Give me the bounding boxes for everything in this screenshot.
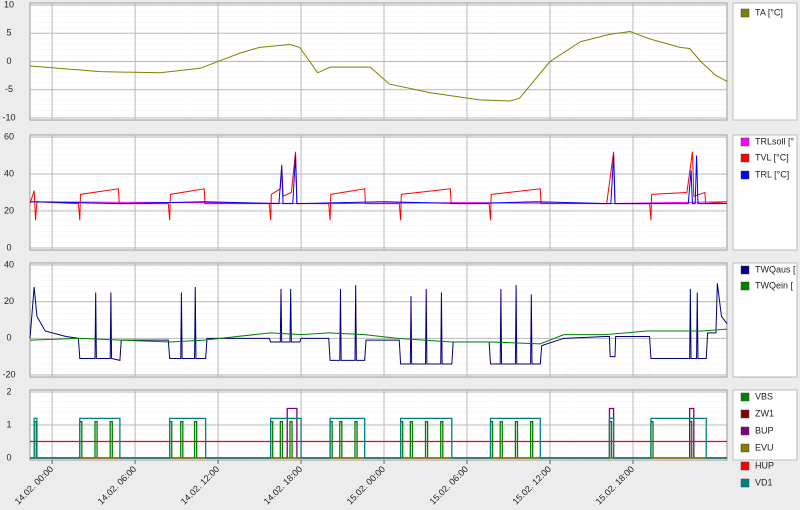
legend-label: TRLsoll [° bbox=[755, 136, 795, 146]
legend-swatch bbox=[740, 137, 750, 147]
x-tick-label: 14.02. 06:00 bbox=[96, 464, 138, 506]
minor-grid bbox=[30, 135, 727, 250]
y-tick-label: 20 bbox=[4, 205, 14, 215]
y-tick-label: 2 bbox=[6, 386, 11, 396]
legend-swatch bbox=[740, 265, 750, 275]
legend-label: TWQaus [ bbox=[755, 264, 796, 274]
series-line bbox=[29, 31, 728, 102]
legend-label: TVL [°C] bbox=[755, 152, 789, 162]
y-tick-label: 0 bbox=[6, 56, 11, 66]
series-line bbox=[29, 283, 728, 365]
legend-label: TRL [°C] bbox=[755, 169, 789, 179]
legend-swatch bbox=[740, 443, 750, 453]
y-tick-label: 1 bbox=[6, 419, 11, 429]
y-tick-label: -10 bbox=[2, 112, 15, 122]
legend-label: TWQein [ bbox=[755, 280, 794, 290]
x-tick-label: 15.02. 18:00 bbox=[594, 464, 636, 506]
legend-label: TA [°C] bbox=[755, 7, 783, 17]
legend-swatch bbox=[740, 409, 750, 419]
legend-label: BUP bbox=[755, 425, 774, 435]
x-tick-label: 15.02. 06:00 bbox=[428, 464, 470, 506]
y-tick-label: 40 bbox=[4, 168, 14, 178]
legend-label: VD1 bbox=[755, 477, 773, 487]
legend-swatch bbox=[740, 461, 750, 471]
series-line bbox=[30, 407, 727, 459]
y-tick-label: 40 bbox=[4, 259, 14, 269]
y-tick-label: -20 bbox=[2, 369, 15, 379]
x-tick-label: 14.02. 18:00 bbox=[262, 464, 304, 506]
legend-label: EVU bbox=[755, 442, 774, 452]
y-tick-label: 60 bbox=[4, 131, 14, 141]
x-tick-label: 14.02. 00:00 bbox=[13, 464, 55, 506]
y-tick-label: 10 bbox=[4, 0, 14, 9]
x-tick-label: 14.02. 12:00 bbox=[179, 464, 221, 506]
y-tick-label: 5 bbox=[6, 28, 11, 38]
y-tick-label: 20 bbox=[4, 296, 14, 306]
legend-label: VBS bbox=[755, 391, 773, 401]
series-line bbox=[30, 417, 727, 459]
y-tick-label: -5 bbox=[5, 84, 13, 94]
x-tick-label: 15.02. 00:00 bbox=[345, 464, 387, 506]
legend-swatch bbox=[740, 8, 750, 18]
legend-swatch bbox=[740, 392, 750, 402]
x-tick-label: 15.02. 12:00 bbox=[511, 464, 553, 506]
legend-swatch bbox=[740, 478, 750, 488]
legend-label: ZW1 bbox=[755, 408, 774, 418]
y-tick-label: 0 bbox=[6, 242, 11, 252]
legend-swatch bbox=[740, 153, 750, 163]
legend-area bbox=[732, 2, 798, 121]
legend-swatch bbox=[740, 170, 750, 180]
y-tick-label: 0 bbox=[6, 452, 11, 462]
legend-swatch bbox=[740, 281, 750, 291]
y-tick-label: 0 bbox=[6, 333, 11, 343]
minor-grid bbox=[30, 263, 727, 377]
legend-label: HUP bbox=[755, 460, 774, 470]
series-line bbox=[29, 155, 727, 205]
series-line bbox=[29, 328, 728, 345]
legend-swatch bbox=[740, 426, 750, 436]
